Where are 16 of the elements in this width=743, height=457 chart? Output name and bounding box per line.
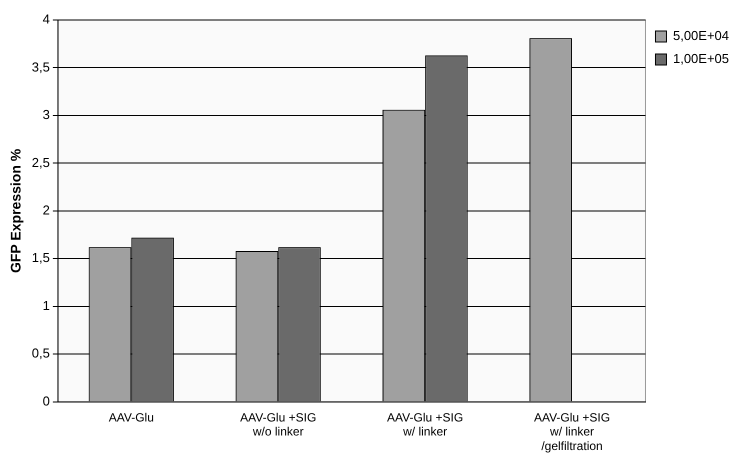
y-tick-label: 2 [42,202,50,218]
y-tick-label: 4 [42,12,50,27]
x-tick-label: AAV-Glu +SIG w/o linker [240,410,316,439]
y-tick-label: 3,5 [32,59,50,74]
y-tick-label: 0 [42,393,50,408]
y-axis-title: GFP Expression % [7,148,24,274]
legend-label: 1,00E+05 [672,51,730,66]
y-tick-label: 1,5 [32,250,50,266]
x-tick-label: AAV-Glu [108,410,154,424]
y-tick-label: 2,5 [32,154,50,170]
legend-label: 5,00E+04 [672,28,730,44]
y-tick-label: 1 [42,298,50,313]
x-tick-label: AAV-Glu +SIG w/ linker [387,410,464,439]
x-tick-label: AAV-Glu +SIG w/ linker /gelfiltration [534,410,610,454]
y-tick-label: 0,5 [32,346,50,361]
y-tick-label: 3 [42,107,50,122]
